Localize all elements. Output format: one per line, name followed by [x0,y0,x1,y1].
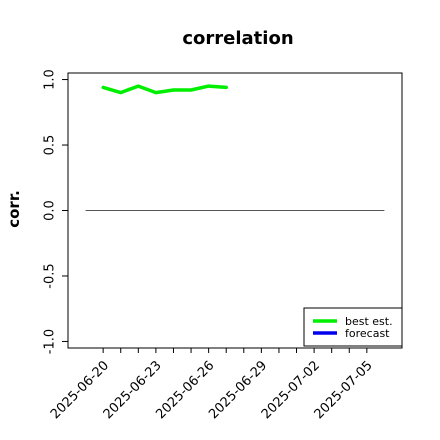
y-tick-label: 1.0 [43,69,58,90]
legend-label: best est. [345,315,393,328]
y-tick-label: -1.0 [43,329,58,354]
y-tick-label: -0.5 [43,263,58,288]
chart-title: correlation [182,28,293,49]
series-line-best-est [101,84,228,95]
y-tick-label: 0.0 [43,200,58,221]
y-axis-label: corr. [5,190,23,228]
legend-box [303,307,403,347]
legend-label: forecast [345,327,390,340]
y-tick-label: 0.5 [43,135,58,156]
